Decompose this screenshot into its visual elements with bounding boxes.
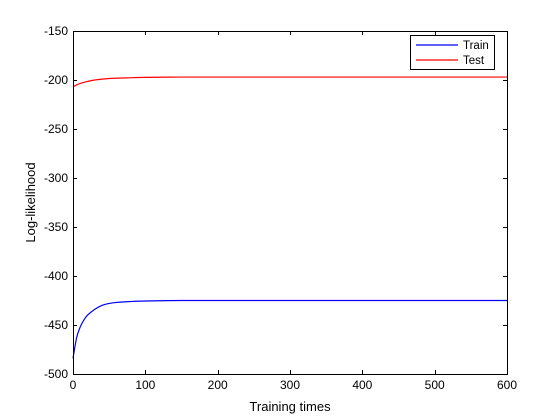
y-tick-label: -200 <box>44 73 68 87</box>
x-tick-label: 100 <box>135 378 155 392</box>
legend-label-train: Train <box>463 40 489 52</box>
legend: Train Test <box>411 36 495 70</box>
y-axis-label: Log-likelihood <box>23 162 38 242</box>
y-tick-label: -400 <box>44 269 68 283</box>
x-tick-label: 0 <box>70 378 77 392</box>
legend-label-test: Test <box>463 55 485 67</box>
x-tick-label: 400 <box>352 378 372 392</box>
y-tick-label: -150 <box>44 24 68 38</box>
plot-area <box>73 31 507 374</box>
y-tick-label: -350 <box>44 220 68 234</box>
y-tick-label: -250 <box>44 122 68 136</box>
x-tick-label: 300 <box>280 378 300 392</box>
x-tick-label: 600 <box>497 378 517 392</box>
x-tick-label: 500 <box>425 378 445 392</box>
x-tick-label: 200 <box>208 378 228 392</box>
y-tick-label: -300 <box>44 171 68 185</box>
x-axis-label: Training times <box>249 399 331 414</box>
y-tick-label: -450 <box>44 318 68 332</box>
y-tick-label: -500 <box>44 367 68 381</box>
